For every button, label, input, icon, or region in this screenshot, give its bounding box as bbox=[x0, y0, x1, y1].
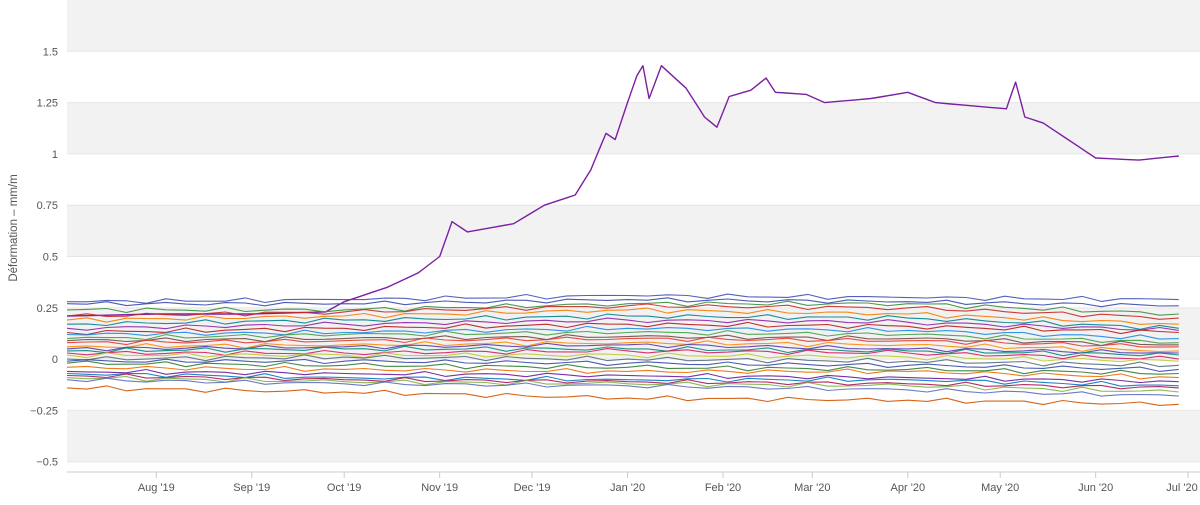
y-tick-label: 1.5 bbox=[43, 46, 58, 58]
series-line bbox=[66, 345, 1179, 357]
series-line bbox=[66, 342, 1179, 354]
x-tick-label: Sep '19 bbox=[233, 482, 270, 494]
y-axis-ticks: 1.5 1.25 1 0.75 0.5 0.25 0 −0.25 −0.5 bbox=[30, 46, 58, 468]
plot-band bbox=[67, 410, 1200, 462]
y-tick-label: 1.25 bbox=[37, 98, 58, 110]
plot-band bbox=[67, 205, 1200, 257]
x-tick-label: Jan '20 bbox=[610, 482, 645, 494]
x-tick-label: Mar '20 bbox=[794, 482, 830, 494]
series-line bbox=[66, 64, 1179, 317]
x-tick-label: Nov '19 bbox=[421, 482, 458, 494]
series-line bbox=[66, 297, 1179, 308]
x-tick-label: Feb '20 bbox=[705, 482, 741, 494]
series-line bbox=[66, 348, 1179, 360]
y-tick-label: 0.75 bbox=[37, 200, 58, 212]
series-line bbox=[66, 330, 1179, 344]
x-tick-label: Apr '20 bbox=[891, 482, 926, 494]
y-tick-label: 1 bbox=[52, 149, 58, 161]
series-line bbox=[66, 358, 1179, 372]
x-axis-ticks: Aug '19 Sep '19 Oct '19 Nov '19 Dec '19 Jan '… bbox=[67, 471, 1200, 494]
x-tick-label: Jun '20 bbox=[1078, 482, 1113, 494]
x-tick-label: Jul '20 bbox=[1166, 482, 1197, 494]
plot-band bbox=[67, 0, 1200, 52]
series-line bbox=[66, 336, 1179, 348]
series-line bbox=[66, 307, 1179, 325]
series-line bbox=[66, 385, 1179, 406]
plot-bands bbox=[67, 0, 1200, 462]
series-line bbox=[66, 372, 1179, 387]
series-line bbox=[66, 368, 1179, 384]
series-line bbox=[66, 325, 1179, 340]
x-tick-label: Oct '19 bbox=[327, 482, 362, 494]
series-line bbox=[66, 352, 1179, 363]
series-layer bbox=[66, 64, 1179, 406]
y-tick-label: 0 bbox=[52, 354, 58, 366]
series-line bbox=[66, 373, 1179, 390]
series-line bbox=[66, 365, 1179, 380]
series-line bbox=[66, 313, 1179, 330]
series-line bbox=[66, 293, 1179, 304]
series-line bbox=[66, 377, 1179, 397]
y-tick-label: −0.5 bbox=[36, 457, 58, 469]
x-tick-label: May '20 bbox=[981, 482, 1019, 494]
series-line bbox=[66, 300, 1179, 316]
y-tick-label: 0.5 bbox=[43, 252, 58, 264]
series-line bbox=[66, 354, 1179, 368]
series-line bbox=[66, 303, 1179, 320]
series-line bbox=[66, 340, 1179, 353]
series-line bbox=[66, 317, 1179, 331]
series-line bbox=[66, 375, 1179, 393]
series-line bbox=[66, 360, 1179, 375]
x-tick-label: Dec '19 bbox=[514, 482, 551, 494]
y-axis-title: Déformation – mm/m bbox=[8, 174, 20, 281]
series-line bbox=[66, 334, 1179, 347]
series-line bbox=[66, 321, 1179, 336]
x-tick-label: Aug '19 bbox=[138, 482, 175, 494]
y-tick-label: −0.25 bbox=[30, 405, 58, 417]
plot-band bbox=[67, 102, 1200, 154]
y-tick-label: 0.25 bbox=[37, 303, 58, 315]
